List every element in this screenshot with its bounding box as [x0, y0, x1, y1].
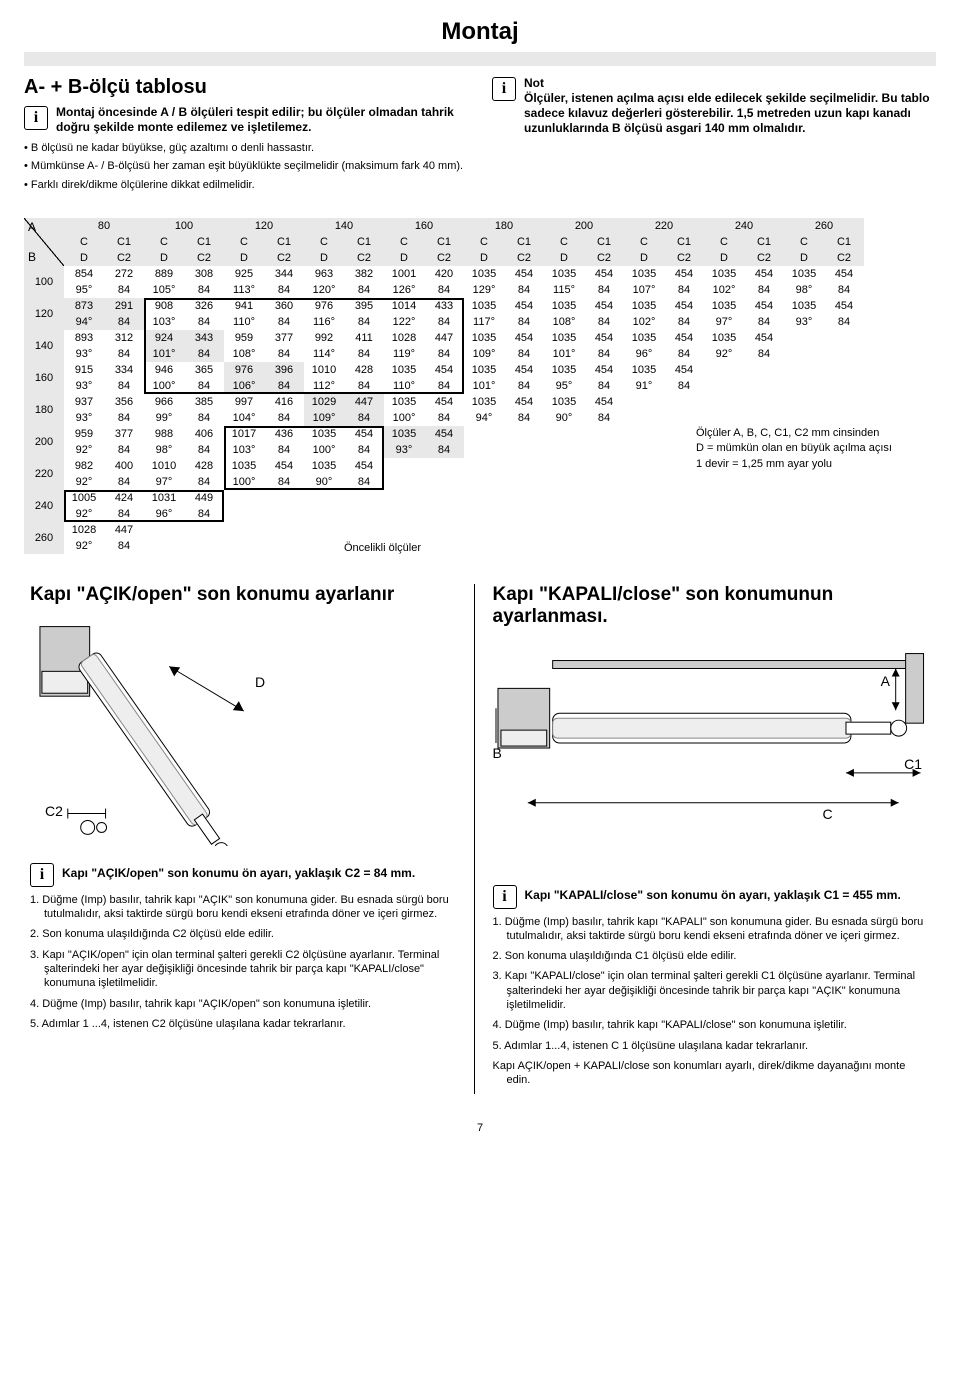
intro-bullet: Mümkünse A- / B-ölçüsü her zaman eşit bü… [24, 159, 468, 173]
step-item: 2. Son konuma ulaşıldığında C2 ölçüsü el… [30, 927, 468, 941]
step-item: 1. Düğme (Imp) basılır, tahrik kapı "AÇI… [30, 893, 468, 922]
label-d: D [255, 674, 265, 690]
priority-label: Öncelikli ölçüler [344, 542, 421, 554]
step-item: 3. Kapı "AÇIK/open" için olan terminal ş… [30, 948, 468, 991]
open-heading: Kapı "AÇIK/open" son konumu ayarlanır [30, 584, 468, 606]
info-icon: i [493, 885, 517, 909]
info-icon: i [30, 863, 54, 887]
note-label: Not [524, 76, 936, 91]
step-item: 4. Düğme (Imp) basılır, tahrik kapı "KAP… [493, 1018, 931, 1032]
side-note-line: D = mümkün olan en büyük açılma açısı [696, 441, 926, 456]
info-icon: i [24, 106, 48, 130]
header-band [24, 52, 936, 66]
step-item: 4. Düğme (Imp) basılır, tahrik kapı "AÇI… [30, 997, 468, 1011]
note-text: Ölçüler, istenen açılma açısı elde edile… [524, 91, 936, 136]
step-item: Kapı AÇIK/open + KAPALI/close son konuml… [493, 1059, 931, 1088]
info-icon: i [492, 77, 516, 101]
intro-right-col: i Not Ölçüler, istenen açılma açısı elde… [492, 76, 936, 196]
intro-left-bullets: B ölçüsü ne kadar büyükse, güç azaltımı … [24, 141, 468, 192]
intro-left-bold: Montaj öncesinde A / B ölçüleri tespit e… [56, 105, 468, 135]
open-diagram: D C2 [30, 616, 468, 846]
label-c1: C1 [904, 756, 922, 772]
intro-bullet: Farklı direk/dikme ölçülerine dikkat edi… [24, 178, 468, 192]
step-item: 5. Adımlar 1...4, istenen C 1 ölçüsüne u… [493, 1039, 931, 1053]
intro-left-col: A- + B-ölçü tablosu i Montaj öncesinde A… [24, 76, 468, 196]
step-item: 5. Adımlar 1 ...4, istenen C2 ölçüsüne u… [30, 1017, 468, 1031]
side-note-line: 1 devir = 1,25 mm ayar yolu [696, 457, 926, 472]
label-c: C [823, 806, 833, 822]
close-diagram: A B C C1 [493, 638, 931, 868]
page-number: 7 [24, 1122, 936, 1134]
label-b: B [493, 745, 502, 761]
close-column: Kapı "KAPALI/close" son konumunun ayarla… [474, 584, 937, 1094]
step-item: 1. Düğme (Imp) basılır, tahrik kapı "KAP… [493, 915, 931, 944]
main-table: AB80100120140160180200220240260CC1CC1CC1… [24, 218, 864, 554]
step-item: 3. Kapı "KAPALI/close" için olan termina… [493, 969, 931, 1012]
step-item: 2. Son konuma ulaşıldığında C1 ölçüsü el… [493, 949, 931, 963]
ab-table-heading: A- + B-ölçü tablosu [24, 76, 468, 99]
label-a: A [881, 673, 890, 689]
close-heading: Kapı "KAPALI/close" son konumunun ayarla… [493, 584, 931, 628]
side-note-line: Ölçüler A, B, C, C1, C2 mm cinsinden [696, 426, 926, 441]
open-column: Kapı "AÇIK/open" son konumu ayarlanır [24, 584, 474, 1094]
page-title: Montaj [24, 18, 936, 46]
table-side-note: Ölçüler A, B, C, C1, C2 mm cinsindenD = … [696, 426, 926, 472]
open-info: Kapı "AÇIK/open" son konumu ön ayarı, ya… [62, 862, 415, 887]
close-steps: 1. Düğme (Imp) basılır, tahrik kapı "KAP… [493, 915, 931, 1088]
close-info: Kapı "KAPALI/close" son konumu ön ayarı,… [525, 884, 901, 909]
open-steps: 1. Düğme (Imp) basılır, tahrik kapı "AÇI… [30, 893, 468, 1031]
intro-bullet: B ölçüsü ne kadar büyükse, güç azaltımı … [24, 141, 468, 155]
label-c2: C2 [45, 803, 63, 819]
main-table-wrap: AB80100120140160180200220240260CC1CC1CC1… [24, 218, 936, 554]
